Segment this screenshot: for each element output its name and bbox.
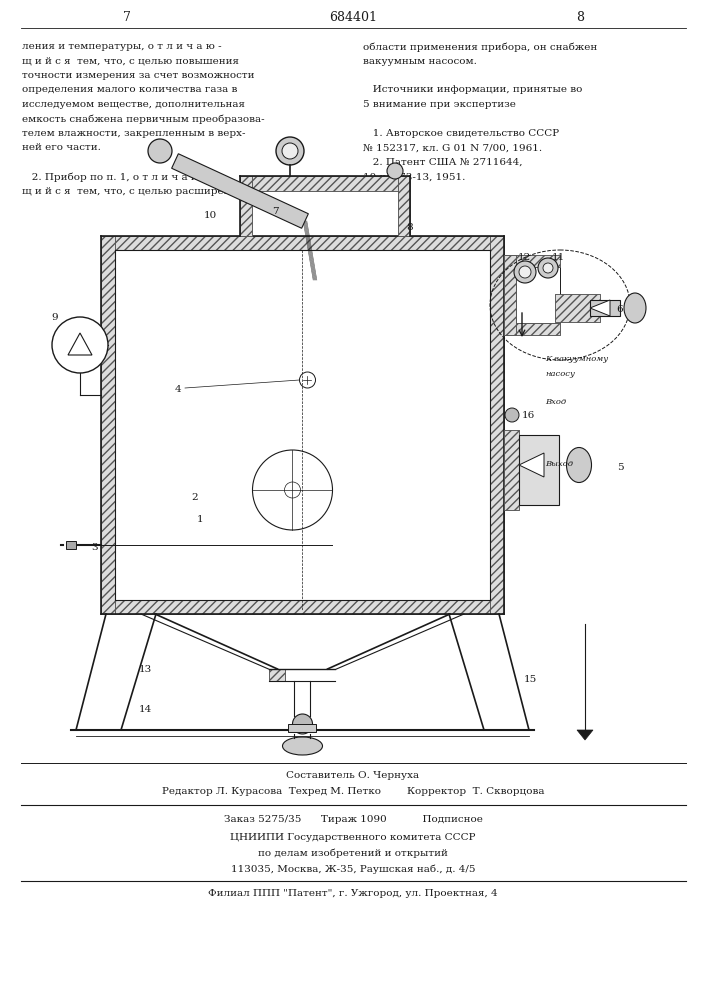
Bar <box>240 176 410 191</box>
Circle shape <box>148 139 172 163</box>
Circle shape <box>293 714 312 734</box>
Circle shape <box>505 408 519 422</box>
Text: насосу: насосу <box>545 370 575 378</box>
Text: 13: 13 <box>139 666 151 674</box>
Bar <box>115 250 490 600</box>
Bar <box>590 300 620 316</box>
Bar <box>288 724 317 732</box>
Bar <box>66 541 76 549</box>
Text: 2. Прибор по п. 1, о т л и ч а ю-: 2. Прибор по п. 1, о т л и ч а ю- <box>22 172 204 182</box>
Text: Вход: Вход <box>545 398 566 406</box>
Bar <box>504 323 560 335</box>
Text: 1. Авторское свидетельство СССР: 1. Авторское свидетельство СССР <box>363 129 559 138</box>
Bar <box>101 236 504 250</box>
Text: 10: 10 <box>204 211 216 220</box>
Polygon shape <box>519 453 544 477</box>
Text: исследуемом веществе, дополнительная: исследуемом веществе, дополнительная <box>22 100 245 109</box>
Text: 14: 14 <box>139 706 151 714</box>
Text: 8: 8 <box>576 11 584 24</box>
Bar <box>519 435 559 505</box>
Bar <box>504 323 560 335</box>
Bar <box>269 669 286 681</box>
Text: 16: 16 <box>521 412 534 420</box>
Text: телем влажности, закрепленным в верх-: телем влажности, закрепленным в верх- <box>22 129 245 138</box>
Text: Заказ 5275/35      Тираж 1090           Подписное: Заказ 5275/35 Тираж 1090 Подписное <box>223 815 482 824</box>
Bar <box>252 191 398 236</box>
Circle shape <box>282 143 298 159</box>
Text: щ и й с я  тем, что, с целью расширения: щ и й с я тем, что, с целью расширения <box>22 187 244 196</box>
Circle shape <box>519 266 531 278</box>
Text: вакуумным насосом.: вакуумным насосом. <box>363 56 477 66</box>
Circle shape <box>276 137 304 165</box>
Bar <box>240 176 252 236</box>
Text: емкость снабжена первичным преобразова-: емкость снабжена первичным преобразова- <box>22 114 264 124</box>
Text: 10 кл. 73-13, 1951.: 10 кл. 73-13, 1951. <box>363 172 465 182</box>
Text: К вакуумному: К вакуумному <box>545 355 608 363</box>
Bar <box>504 255 516 335</box>
Text: 4: 4 <box>175 385 181 394</box>
Text: Выход: Выход <box>545 460 573 468</box>
Text: 11: 11 <box>551 253 565 262</box>
Circle shape <box>543 263 553 273</box>
Bar <box>555 294 600 322</box>
Text: 12: 12 <box>518 253 531 262</box>
Text: ЦНИИПИ Государственного комитета СССР: ЦНИИПИ Государственного комитета СССР <box>230 833 476 842</box>
Bar <box>101 236 504 250</box>
Text: определения малого количества газа в: определения малого количества газа в <box>22 86 238 95</box>
Text: 3: 3 <box>92 544 98 552</box>
Bar <box>240 176 410 191</box>
Text: 8: 8 <box>407 223 414 232</box>
Circle shape <box>538 258 558 278</box>
Text: Составитель О. Чернуха: Составитель О. Чернуха <box>286 771 419 780</box>
Text: по делам изобретений и открытий: по делам изобретений и открытий <box>258 849 448 858</box>
Bar <box>101 236 115 614</box>
Bar <box>398 176 410 236</box>
Text: щ и й с я  тем, что, с целью повышения: щ и й с я тем, что, с целью повышения <box>22 56 239 66</box>
Text: 7: 7 <box>271 208 279 217</box>
Circle shape <box>514 261 536 283</box>
Text: точности измерения за счет возможности: точности измерения за счет возможности <box>22 71 255 80</box>
Text: ней его части.: ней его части. <box>22 143 101 152</box>
Ellipse shape <box>566 448 592 483</box>
Text: 2. Патент США № 2711644,: 2. Патент США № 2711644, <box>363 158 522 167</box>
Text: 113035, Москва, Ж-35, Раушская наб., д. 4/5: 113035, Москва, Ж-35, Раушская наб., д. … <box>230 865 475 874</box>
Text: 6: 6 <box>617 306 624 314</box>
Bar <box>240 176 252 236</box>
Bar <box>490 236 504 614</box>
Text: 15: 15 <box>523 676 537 684</box>
Polygon shape <box>172 154 308 228</box>
Bar <box>504 255 560 267</box>
Polygon shape <box>590 300 610 316</box>
Text: области применения прибора, он снабжен: области применения прибора, он снабжен <box>363 42 597 51</box>
Text: 9: 9 <box>52 314 58 322</box>
Text: Источники информации, принятые во: Источники информации, принятые во <box>363 86 583 95</box>
Bar <box>504 255 560 267</box>
Bar <box>101 600 504 614</box>
Ellipse shape <box>624 293 646 323</box>
Bar <box>504 255 516 335</box>
Bar <box>398 176 410 236</box>
Text: 1: 1 <box>197 516 204 524</box>
Bar <box>101 236 115 614</box>
Text: 5 внимание при экспертизе: 5 внимание при экспертизе <box>363 100 516 109</box>
Polygon shape <box>577 730 593 740</box>
Text: 5: 5 <box>617 464 624 473</box>
Circle shape <box>52 317 108 373</box>
Text: Редактор Л. Курасова  Техред М. Петко        Корректор  Т. Скворцова: Редактор Л. Курасова Техред М. Петко Кор… <box>162 787 544 796</box>
Ellipse shape <box>283 737 322 755</box>
Bar <box>516 267 560 323</box>
Text: 7: 7 <box>123 11 131 24</box>
Bar <box>504 430 519 510</box>
Text: ления и температуры, о т л и ч а ю -: ления и температуры, о т л и ч а ю - <box>22 42 221 51</box>
Bar <box>101 600 504 614</box>
Text: № 152317, кл. G 01 N 7/00, 1961.: № 152317, кл. G 01 N 7/00, 1961. <box>363 143 542 152</box>
Bar <box>504 430 519 510</box>
Text: 684401: 684401 <box>329 11 377 24</box>
Bar <box>269 669 286 681</box>
Bar <box>555 294 600 322</box>
Circle shape <box>387 163 403 179</box>
Text: 2: 2 <box>192 493 198 502</box>
Text: Филиал ППП "Патент", г. Ужгород, ул. Проектная, 4: Филиал ППП "Патент", г. Ужгород, ул. Про… <box>208 889 498 898</box>
Bar <box>490 236 504 614</box>
